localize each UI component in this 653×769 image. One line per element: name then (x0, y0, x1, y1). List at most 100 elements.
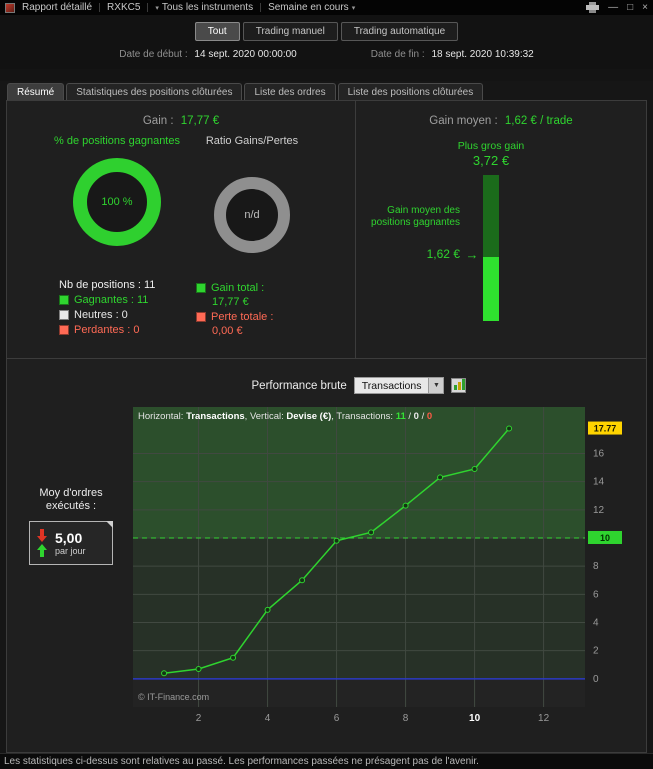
period-dropdown[interactable]: Semaine en cours ▾ (268, 2, 355, 13)
date-start-value: 14 sept. 2020 00:00:00 (194, 49, 297, 60)
orders-label: Moy d'ordres exécutés : (39, 487, 103, 512)
positions-stats: Nb de positions : 11 Gagnantes : 11 Neut… (59, 279, 194, 337)
ratio-donut: n/d (214, 177, 290, 253)
winning-pct-column: % de positions gagnantes 100 % (52, 135, 182, 253)
avg-gain-bar (483, 175, 499, 321)
svg-text:12: 12 (593, 505, 605, 516)
green-swatch-icon (196, 283, 206, 293)
svg-text:12: 12 (538, 713, 550, 724)
gain-label: Gain : (142, 115, 174, 127)
close-button[interactable]: × (642, 1, 648, 13)
statusbar: Les statistiques ci-dessus sont relative… (0, 753, 653, 769)
legend-label: Perdantes : 0 (74, 324, 140, 336)
instrument-label[interactable]: RXKC5 (107, 2, 141, 13)
date-end: Date de fin : 18 sept. 2020 10:39:32 (371, 49, 534, 60)
window-title: Rapport détaillé (22, 2, 93, 13)
dates-row: Date de début : 14 sept. 2020 00:00:00 D… (0, 49, 653, 60)
svg-text:© IT-Finance.com: © IT-Finance.com (138, 692, 209, 702)
app-icon (5, 2, 15, 13)
chevron-down-icon: ▾ (155, 4, 159, 12)
winning-pct-value: 100 % (101, 196, 133, 208)
header-block: Tout Trading manuel Trading automatique … (0, 15, 653, 69)
orders-value: 5,00 (55, 530, 83, 546)
biggest-gain-value: 3,72 € (472, 153, 510, 168)
tab-resume[interactable]: Résumé (7, 83, 65, 100)
avg-gain-label: Gain moyen : (429, 115, 498, 127)
svg-text:14: 14 (593, 477, 605, 488)
svg-text:6: 6 (593, 589, 599, 600)
horizontal-divider (7, 358, 646, 359)
orders-per-day-block: Moy d'ordres exécutés : 5,00 par jour (13, 487, 129, 565)
tab-trading-automatique[interactable]: Trading automatique (340, 22, 459, 41)
performance-chart-svg: 2 4 6 8 10 12 0 2 4 6 8 12 14 16 17.77 10 © IT-Finance.c… (133, 407, 622, 724)
tab-statistiques[interactable]: Statistiques des positions clôturées (66, 83, 243, 100)
svg-text:2: 2 (196, 713, 202, 724)
vertical-divider (355, 101, 356, 358)
avg-gain-value: 1,62 € / trade (504, 115, 573, 127)
green-swatch-icon (59, 295, 69, 305)
transactions-dropdown[interactable]: Transactions ▼ (353, 377, 445, 394)
transactions-dropdown-value: Transactions (361, 380, 422, 392)
performance-title: Performance brute (251, 379, 347, 392)
tab-liste-positions[interactable]: Liste des positions clôturées (337, 83, 484, 100)
legend-label: Gagnantes : 11 (74, 294, 149, 306)
gain-pane: Gain : 17,77 € % de positions gagnantes … (7, 101, 355, 358)
minimize-button[interactable]: — (608, 1, 619, 13)
svg-text:17.77: 17.77 (594, 424, 617, 434)
date-end-label: Date de fin : (370, 49, 425, 60)
tab-liste-ordres[interactable]: Liste des ordres (244, 83, 336, 100)
legend-item-neutres: Neutres : 0 (59, 309, 194, 321)
instruments-dropdown[interactable]: ▾ Tous les instruments (155, 2, 253, 13)
red-swatch-icon (59, 325, 69, 335)
svg-text:4: 4 (593, 617, 599, 628)
maximize-button[interactable]: □ (627, 1, 634, 13)
gain-total-label: Gain total : (211, 282, 265, 294)
titlebar-separator (260, 3, 262, 12)
svg-text:8: 8 (403, 713, 409, 724)
page-fold-icon (106, 521, 113, 528)
svg-text:10: 10 (600, 533, 610, 543)
ratio-value: n/d (244, 209, 260, 221)
avg-win-value: 1,62 € (426, 247, 460, 261)
tab-tout[interactable]: Tout (194, 22, 240, 41)
performance-chart[interactable]: 2 4 6 8 10 12 0 2 4 6 8 12 14 16 17.77 10 © IT-Finance.c… (133, 407, 643, 727)
printer-icon[interactable] (586, 2, 600, 13)
svg-text:16: 16 (593, 448, 605, 459)
tab-trading-manuel[interactable]: Trading manuel (242, 22, 338, 41)
period-dropdown-label: Semaine en cours (268, 2, 349, 13)
titlebar: Rapport détaillé RXKC5 ▾ Tous les instru… (0, 0, 653, 15)
white-swatch-icon (59, 310, 69, 320)
orders-badge: 5,00 par jour (29, 521, 113, 565)
orders-unit: par jour (55, 546, 86, 556)
red-swatch-icon (196, 312, 206, 322)
avg-gain-pane: Gain moyen : 1,62 € / trade Plus gros ga… (356, 101, 646, 358)
performance-section: Performance brute Transactions ▼ Moy d'o… (7, 359, 646, 752)
loss-total-row: Perte totale : (196, 311, 273, 323)
svg-text:6: 6 (334, 713, 340, 724)
avg-win-label: Gain moyen des positions gagnantes (371, 205, 460, 228)
gain-value: 17,77 € (180, 115, 220, 127)
legend-item-gagnantes: Gagnantes : 11 (59, 294, 194, 306)
avg-gain-bar-bright (483, 257, 499, 321)
date-start-label: Date de début : (119, 49, 188, 60)
winning-pct-donut: 100 % (73, 158, 161, 246)
nb-positions: Nb de positions : 11 (59, 279, 156, 291)
totals-stats: Gain total : 17,77 € Perte totale : 0,00… (196, 279, 273, 337)
titlebar-separator (147, 3, 149, 12)
statusbar-text: Les statistiques ci-dessus sont relative… (4, 756, 479, 767)
svg-text:2: 2 (593, 646, 599, 657)
winning-pct-title: % de positions gagnantes (54, 135, 180, 147)
ratio-column: Ratio Gains/Pertes n/d (194, 135, 310, 253)
biggest-gain-label: Plus gros gain (457, 140, 525, 152)
gain-title: Gain : 17,77 € (7, 115, 355, 127)
svg-text:8: 8 (593, 561, 599, 572)
chart-options-icon[interactable] (451, 378, 467, 393)
ratio-title: Ratio Gains/Pertes (205, 135, 299, 147)
header-spacer (0, 69, 653, 81)
gain-total-value: 17,77 € (212, 296, 249, 308)
report-panel: Gain : 17,77 € % de positions gagnantes … (6, 100, 647, 753)
date-start: Date de début : 14 sept. 2020 00:00:00 (119, 49, 296, 60)
up-down-arrows-icon (37, 529, 47, 557)
titlebar-separator (99, 3, 101, 12)
